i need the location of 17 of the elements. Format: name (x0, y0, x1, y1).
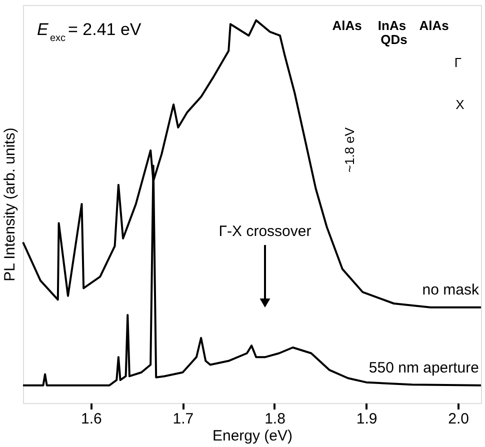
x-tick-label: 1.8 (264, 410, 286, 428)
x-axis-title: Energy (eV) (212, 428, 293, 444)
series-label: 550 nm aperture (368, 359, 479, 376)
x-tick-label: 2.0 (448, 410, 469, 428)
series-label: no mask (422, 281, 480, 298)
annotation: Γ-X crossover (218, 223, 312, 240)
annotation: Γ (454, 55, 462, 70)
y-axis-title: PL Intensity (arb. units) (2, 128, 18, 282)
x-tick-label: 1.7 (172, 410, 194, 428)
annotation: QDs (380, 32, 408, 47)
annotation: AlAs (332, 18, 362, 33)
annotation: InAs (378, 18, 406, 33)
annotation: X (456, 97, 465, 112)
annotation: AlAs (419, 18, 449, 33)
x-tick-label: 1.9 (356, 410, 378, 428)
x-tick-label: 1.6 (80, 410, 102, 428)
annotation: ~1.8 eV (342, 127, 357, 173)
